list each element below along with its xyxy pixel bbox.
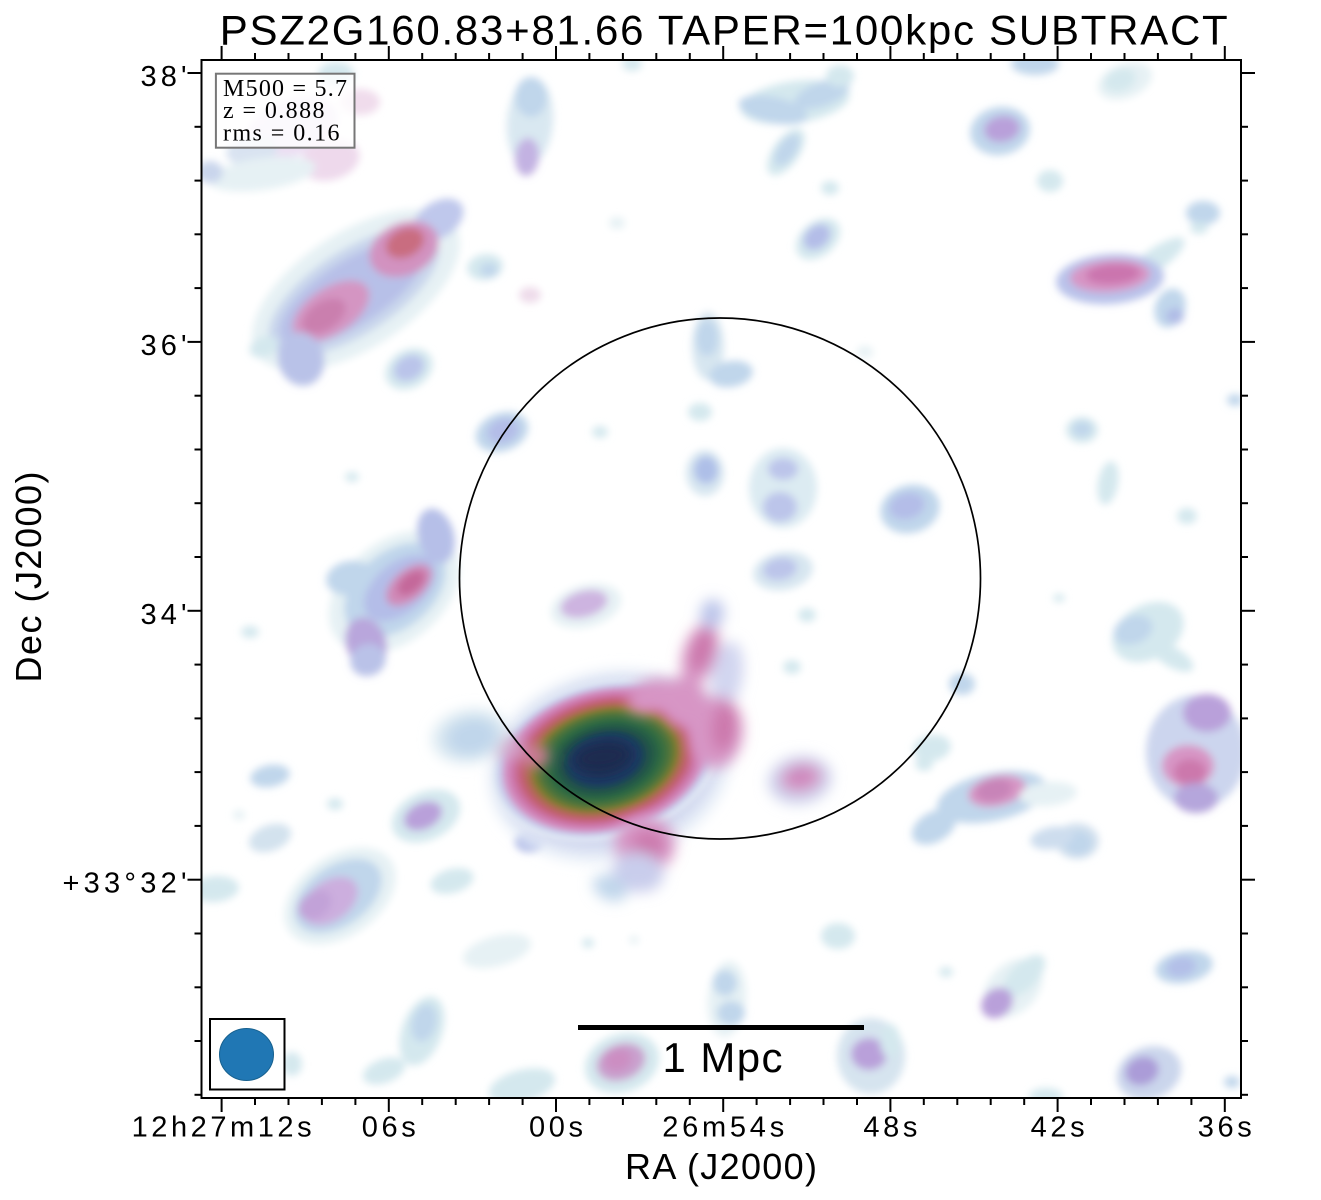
- svg-text:1 Mpc: 1 Mpc: [663, 1034, 783, 1081]
- svg-text:06s: 06s: [362, 1112, 416, 1144]
- svg-text:12h27m12s: 12h27m12s: [132, 1112, 312, 1144]
- svg-text:36s: 36s: [1198, 1112, 1252, 1144]
- svg-text:+33°32': +33°32': [63, 868, 187, 900]
- svg-text:rms = 0.16: rms = 0.16: [223, 120, 340, 146]
- svg-text:M500 = 5.7: M500 = 5.7: [223, 76, 347, 102]
- svg-text:Dec (J2000): Dec (J2000): [8, 472, 49, 683]
- svg-text:RA (J2000): RA (J2000): [625, 1146, 817, 1187]
- svg-text:42s: 42s: [1031, 1112, 1085, 1144]
- svg-text:PSZ2G160.83+81.66 TAPER=100kpc: PSZ2G160.83+81.66 TAPER=100kpc SUBTRACT: [220, 7, 1228, 54]
- svg-text:z = 0.888: z = 0.888: [223, 98, 325, 124]
- svg-text:00s: 00s: [529, 1112, 583, 1144]
- svg-text:48s: 48s: [863, 1112, 917, 1144]
- svg-text:26m54s: 26m54s: [662, 1112, 784, 1144]
